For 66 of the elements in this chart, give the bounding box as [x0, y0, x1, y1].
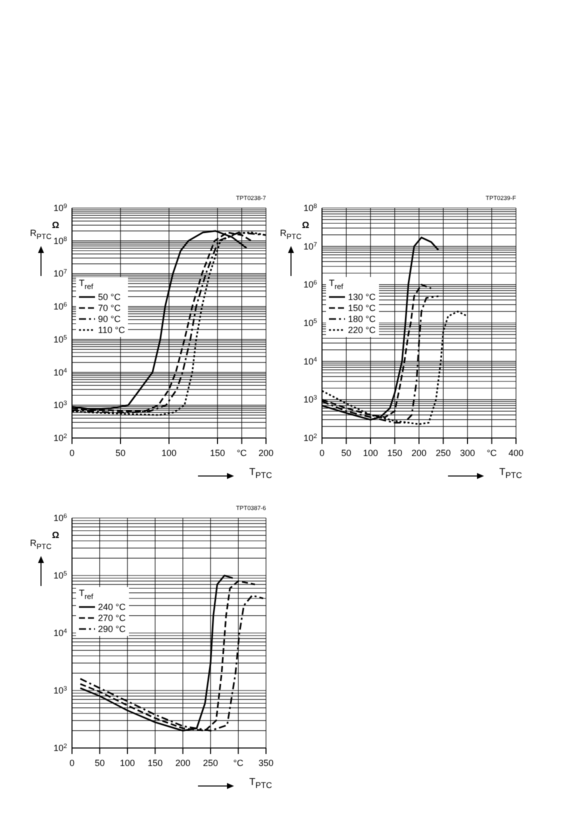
- text: Ω: [52, 530, 60, 540]
- x-tick-label: 200: [258, 448, 274, 458]
- x-tick-label: 350: [258, 758, 274, 768]
- text: Ω: [52, 220, 60, 230]
- x-tick-label: 100: [161, 448, 177, 458]
- y-tick-label: 10$^{3}$: [53, 685, 68, 696]
- y-tick-label: 10$^{8}$: [303, 202, 318, 213]
- legend-label: 240 °C: [98, 602, 126, 613]
- y-tick-label: 10$^{7}$: [53, 268, 68, 279]
- x-tick-label: 200: [175, 758, 190, 768]
- y-tick-label: 10$^{6}$: [303, 279, 318, 290]
- y-tick-label: 10$^{2}$: [303, 432, 318, 443]
- legend-label: 130 °C: [348, 292, 376, 303]
- legend-label: 110 °C: [98, 324, 125, 336]
- x-tick-label: 300: [460, 448, 476, 458]
- y-tick-label: 10$^{3}$: [303, 394, 318, 405]
- legend-label: 180 °C: [348, 314, 376, 325]
- y-tick-label: 10$^{3}$: [53, 400, 68, 410]
- x-tick-label: 50: [94, 758, 105, 768]
- x-axis-title: T$_{PTC}$: [249, 467, 272, 480]
- x-tick-label: 100: [120, 758, 135, 768]
- legend-title: T$_{ref}$: [79, 278, 94, 292]
- x-axis-title: T$_{PTC}$: [499, 467, 522, 480]
- y-tick-label: 10$^{4}$: [53, 628, 68, 638]
- y-tick-label: 10$^{7}$: [303, 240, 318, 252]
- x-tick-label: 150: [148, 758, 163, 768]
- x-tick-label: 100: [362, 448, 378, 458]
- x-tick-label: 200: [411, 448, 427, 458]
- legend-label: 150 °C: [348, 302, 376, 314]
- x-tick-label: 50: [115, 448, 126, 458]
- y-tick-label: 10$^{9}$: [53, 202, 68, 213]
- x-tick-label: 150: [387, 448, 402, 458]
- legend-title: T$_{ref}$: [79, 588, 94, 602]
- legend-label: 270 °C: [98, 612, 126, 624]
- y-tick-label: 10$^{5}$: [53, 334, 68, 344]
- legend-label: 50 °C: [98, 292, 121, 303]
- legend-label: 220 °C: [348, 324, 376, 336]
- y-tick-label: 10$^{6}$: [53, 301, 68, 312]
- y-axis-title: R$_{PTC}$: [280, 228, 302, 241]
- x-tick-label: 0: [69, 758, 75, 768]
- x-tick-label: 150: [210, 448, 226, 458]
- legend-label: 70 °C: [98, 302, 121, 314]
- legend-label: 90 °C: [98, 314, 121, 325]
- y-tick-label: 10$^{5}$: [53, 570, 68, 580]
- x-axis-title: T$_{PTC}$: [249, 777, 272, 790]
- x-tick-label: 0: [69, 448, 75, 458]
- y-tick-label: 10$^{4}$: [53, 366, 68, 378]
- y-tick-label: 10$^{4}$: [303, 356, 318, 366]
- x-tick-label: 0: [319, 448, 325, 458]
- x-tick-label: °C: [236, 448, 248, 458]
- x-tick-label: °C: [486, 448, 498, 458]
- x-tick-label: 50: [341, 448, 352, 458]
- legend-label: 290 °C: [98, 624, 126, 635]
- legend-title: T$_{ref}$: [329, 278, 344, 292]
- y-axis-title: R$_{PTC}$: [30, 538, 52, 551]
- y-tick-label: 10$^{2}$: [53, 432, 68, 443]
- y-tick-label: 10$^{6}$: [53, 512, 68, 523]
- text: Ω: [302, 220, 310, 230]
- x-tick-label: 250: [436, 448, 451, 458]
- x-tick-label: 250: [203, 758, 218, 768]
- y-tick-label: 10$^{8}$: [53, 235, 68, 246]
- x-tick-label: °C: [233, 758, 244, 768]
- x-tick-label: 400: [508, 448, 524, 458]
- y-tick-label: 10$^{5}$: [303, 318, 318, 328]
- y-axis-title: R$_{PTC}$: [30, 228, 52, 241]
- y-tick-label: 10$^{2}$: [53, 742, 68, 753]
